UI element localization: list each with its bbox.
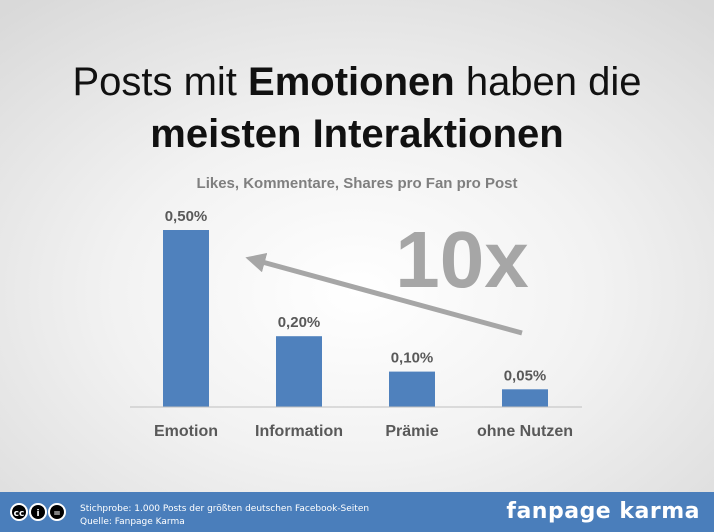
no-derivatives-icon: =	[48, 503, 66, 521]
title-emphasis: Emotionen	[248, 60, 455, 104]
bar-chart: 10x 0,50% Emotion 0,20% Information 0,10% Prä…	[130, 208, 582, 440]
source-note: Stichprobe: 1.000 Posts der größten deut…	[80, 503, 369, 529]
bar-emotion	[163, 230, 209, 407]
page-title-line-2: meisten Interaktionen	[150, 112, 564, 156]
data-label: 0,05%	[504, 367, 547, 384]
multiplier-annotation: 10x	[395, 215, 528, 304]
bar-information	[276, 336, 322, 407]
data-label: 0,10%	[391, 350, 434, 367]
category-label: Prämie	[385, 423, 438, 440]
data-label: 0,20%	[278, 314, 321, 331]
cc-license-badge[interactable]: cc i =	[10, 503, 67, 521]
data-label: 0,50%	[165, 208, 208, 225]
source-origin: Quelle: Fanpage Karma	[80, 517, 185, 527]
category-label: ohne Nutzen	[477, 423, 573, 440]
footer-bar: cc i = Stichprobe: 1.000 Posts der größt…	[0, 492, 714, 532]
trend-arrow	[245, 252, 523, 336]
bar-prämie	[389, 371, 435, 407]
bar-ohne-nutzen	[502, 389, 548, 407]
attribution-icon: i	[29, 503, 47, 521]
category-label: Information	[255, 423, 343, 440]
source-sample: Stichprobe: 1.000 Posts der größten deut…	[80, 504, 370, 514]
cc-icon: cc	[10, 503, 28, 521]
brand-logo: fanpage karma	[506, 499, 700, 524]
category-label: Emotion	[154, 423, 218, 440]
page-title-line-1: Posts mit Emotionen haben die	[72, 60, 642, 104]
chart-title: Likes, Kommentare, Shares pro Fan pro Po…	[196, 175, 518, 192]
